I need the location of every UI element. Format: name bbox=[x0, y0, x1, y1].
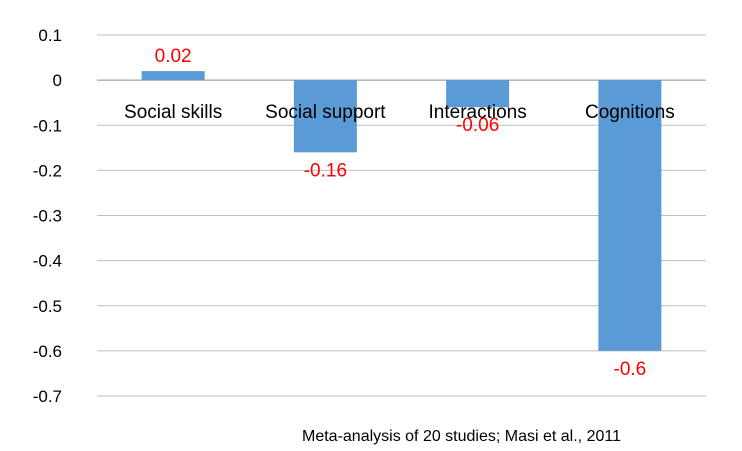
y-tick-label: 0.1 bbox=[38, 26, 62, 45]
category-label: Interactions bbox=[429, 102, 527, 123]
data-label: -0.06 bbox=[456, 115, 499, 136]
bar bbox=[141, 71, 205, 81]
source-note: Meta-analysis of 20 studies; Masi et al.… bbox=[302, 428, 621, 445]
data-label: -0.16 bbox=[304, 160, 347, 181]
y-tick-label: 0 bbox=[53, 71, 62, 90]
data-labels: 0.02 -0.16 -0.06 -0.6 bbox=[155, 46, 647, 380]
bar bbox=[598, 80, 662, 351]
y-tick-label: -0.4 bbox=[33, 252, 62, 271]
y-tick-label: -0.5 bbox=[33, 297, 62, 316]
category-label: Social skills bbox=[124, 102, 222, 123]
category-label: Cognitions bbox=[585, 102, 675, 123]
y-tick-label: -0.7 bbox=[33, 387, 62, 406]
category-labels: Social skills Social support Interactions C… bbox=[124, 102, 675, 123]
y-tick-label: -0.2 bbox=[33, 161, 62, 180]
data-label: -0.6 bbox=[614, 359, 647, 380]
y-tick-label: -0.3 bbox=[33, 207, 62, 226]
y-tick-label: -0.1 bbox=[33, 116, 62, 135]
bar bbox=[293, 80, 357, 153]
y-axis-tick-labels: 0.1 0 -0.1 -0.2 -0.3 -0.4 -0.5 -0.6 -0.7 bbox=[33, 26, 62, 406]
data-label: 0.02 bbox=[155, 46, 192, 67]
y-tick-label: -0.6 bbox=[33, 342, 62, 361]
bars bbox=[141, 71, 662, 351]
bar bbox=[446, 80, 510, 108]
category-label: Social support bbox=[265, 102, 386, 123]
